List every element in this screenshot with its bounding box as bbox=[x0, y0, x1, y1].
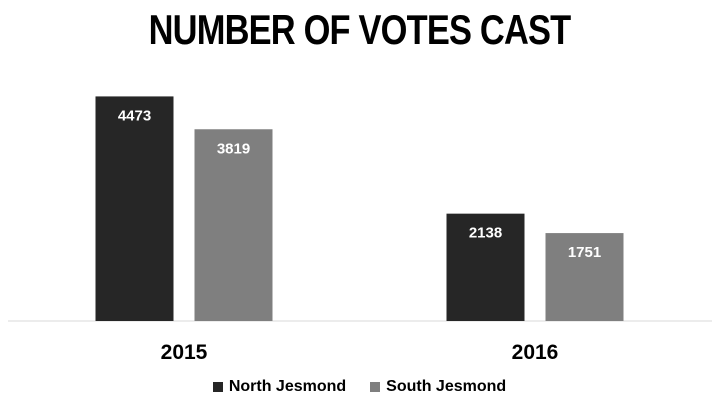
data-label-north-jesmond-2016: 2138 bbox=[469, 225, 502, 242]
legend-item-south-jesmond: South Jesmond bbox=[370, 378, 506, 396]
legend-swatch-south-jesmond bbox=[370, 382, 381, 392]
legend-swatch-north-jesmond bbox=[212, 382, 223, 392]
legend: North Jesmond South Jesmond bbox=[0, 378, 719, 396]
legend-item-north-jesmond: North Jesmond bbox=[212, 378, 347, 396]
category-label-2016: 2016 bbox=[512, 341, 559, 364]
legend-label-south-jesmond: South Jesmond bbox=[386, 378, 507, 395]
legend-label-north-jesmond: North Jesmond bbox=[228, 378, 347, 395]
bar-north-jesmond-2015 bbox=[95, 96, 174, 321]
bar-south-jesmond-2016 bbox=[545, 233, 624, 321]
data-label-north-jesmond-2015: 4473 bbox=[118, 107, 151, 124]
bar-south-jesmond-2015 bbox=[194, 129, 273, 321]
bar-north-jesmond-2016 bbox=[446, 213, 525, 321]
data-label-south-jesmond-2016: 1751 bbox=[568, 244, 601, 261]
category-label-2015: 2015 bbox=[161, 341, 208, 364]
data-label-south-jesmond-2015: 3819 bbox=[217, 140, 250, 157]
chart-title: NUMBER OF VOTES CAST bbox=[148, 6, 572, 53]
